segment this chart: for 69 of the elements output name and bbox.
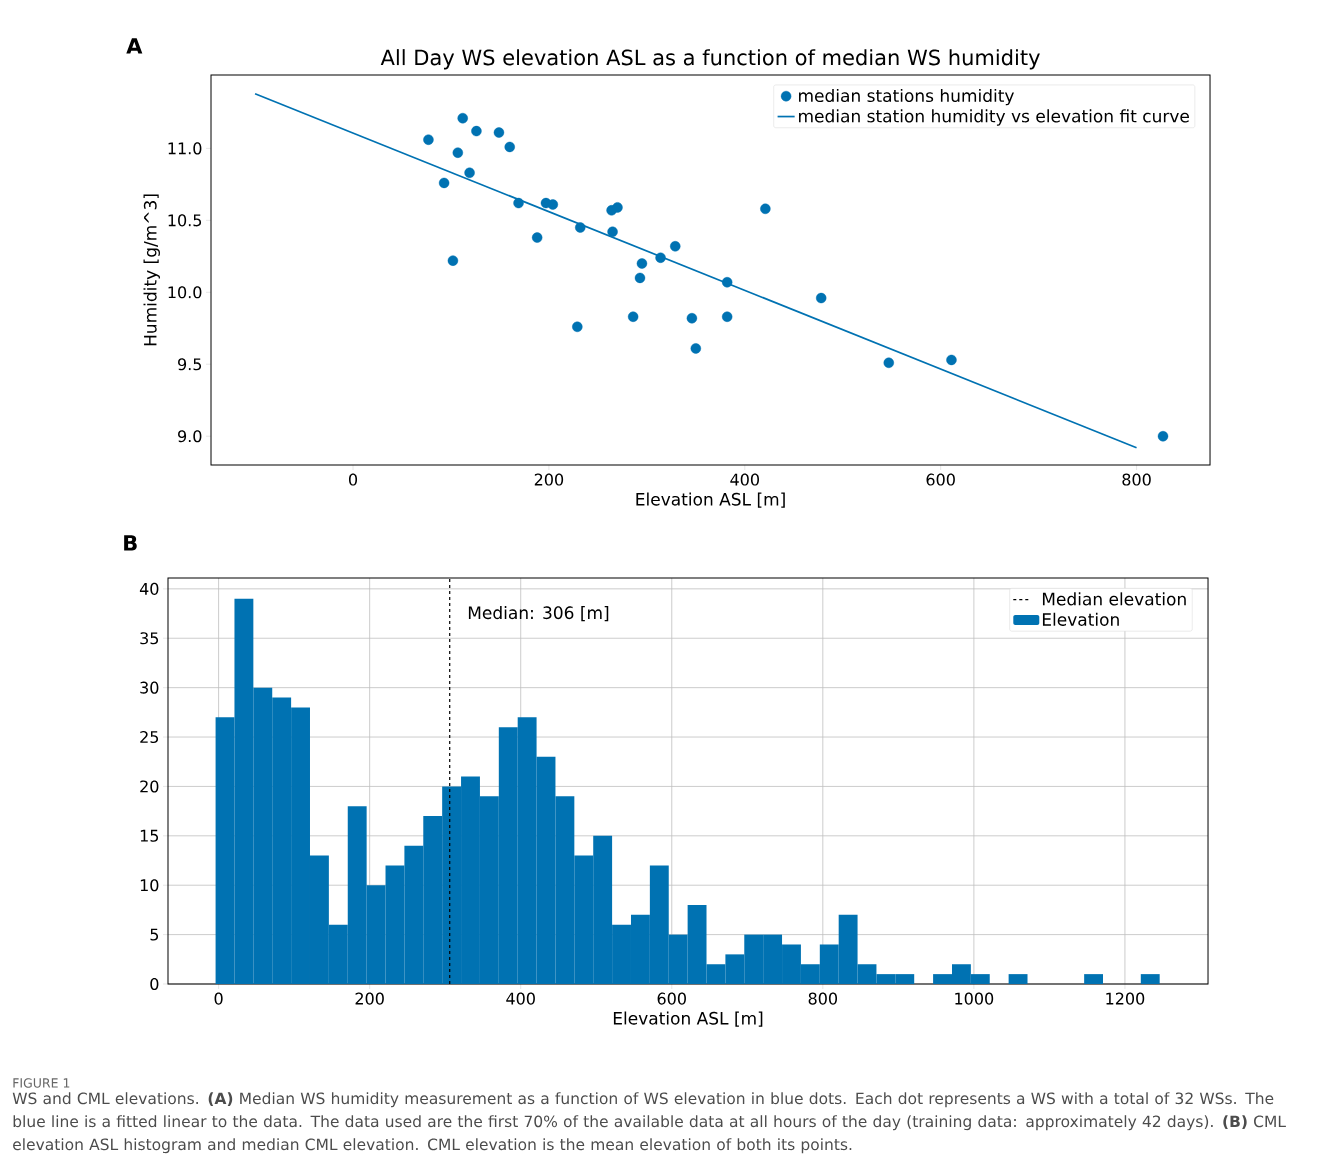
- point: [815, 292, 827, 304]
- point: [438, 177, 450, 189]
- point: [447, 255, 459, 266]
- point: [946, 354, 957, 366]
- y-tick-label: 10: [140, 879, 159, 892]
- point: [612, 202, 623, 213]
- point: [513, 197, 524, 209]
- y-tick-label: 0: [150, 977, 159, 991]
- y-tick-label: 15: [140, 829, 159, 842]
- legend-label: median station humidity vs elevation fit curve: [799, 109, 1189, 126]
- point: [452, 147, 464, 158]
- x-tick-label: 1200: [1106, 992, 1145, 1005]
- y-axis-title: Humidity [g/m^3]: [143, 194, 160, 346]
- point: [547, 199, 559, 210]
- point: [634, 272, 646, 284]
- text: B: [124, 535, 137, 551]
- y-tick-label: 35: [140, 632, 159, 645]
- annotation: Median: 306 [m]: [468, 605, 609, 622]
- x-tick-label: 800: [1122, 473, 1151, 486]
- caption: FIGURE 1: [13, 1078, 70, 1088]
- x-tick-label: 200: [534, 473, 564, 486]
- point: [493, 127, 505, 138]
- y-tick-label: 9.0: [178, 430, 202, 443]
- point: [1157, 431, 1169, 442]
- y-tick-label: 10.0: [168, 286, 202, 299]
- y-tick-label: 5: [150, 928, 159, 941]
- x-tick-label: 600: [657, 992, 686, 1005]
- point: [670, 241, 681, 252]
- text: WS and CML elevations. (A) Median WS humidity measurement as a function of WS elevation in blue dots. Each dot represents a WS with a total of 32 WSs. The blue line is a fitted linear to the data. The data used are the first 70% of the available data at all hours of the day (training data: approximately 42 days). (B) CML elevation ASL histogram and median CML elevation. CML elevation is the mean elevation of both its points.: [12, 1092, 1286, 1154]
- x-tick-label: 0: [348, 473, 358, 486]
- ref-line-label: Median elevation: [1042, 592, 1186, 606]
- x-tick-label: 600: [926, 473, 955, 486]
- point: [690, 343, 702, 354]
- point: [721, 277, 733, 288]
- point: [760, 203, 771, 215]
- point: [636, 258, 648, 269]
- y-tick-label: 9.5: [178, 358, 202, 371]
- y-tick-label: 30: [140, 681, 159, 694]
- point: [655, 252, 666, 263]
- point: [627, 311, 639, 322]
- x-tick-label: 400: [506, 992, 535, 1005]
- point: [572, 321, 583, 333]
- point: [464, 167, 475, 179]
- point: [423, 134, 434, 145]
- y-tick-label: 10.5: [168, 214, 202, 227]
- y-tick-label: 20: [140, 780, 159, 793]
- x-axis-title: Elevation ASL [m]: [636, 492, 785, 508]
- chart-title: All Day WS elevation ASL as a function of median WS humidity: [380, 49, 1040, 70]
- y-tick-label: 11.0: [168, 142, 202, 155]
- point: [575, 222, 586, 233]
- x-tick-label: 1000: [955, 992, 994, 1005]
- point: [457, 112, 468, 124]
- point: [531, 232, 543, 243]
- point: [504, 141, 515, 153]
- text: A: [126, 38, 143, 54]
- x-tick-label: 400: [730, 473, 759, 486]
- legend-label: median stations humidity: [799, 88, 1014, 106]
- legend-label: Elevation: [1042, 612, 1119, 626]
- x-tick-label: 800: [808, 992, 838, 1005]
- y-tick-label: 25: [140, 730, 159, 744]
- point: [607, 226, 618, 238]
- y-tick-label: 40: [139, 582, 159, 595]
- point: [883, 357, 894, 369]
- point: [686, 312, 698, 324]
- x-axis-title: Elevation ASL [m]: [613, 1011, 763, 1027]
- x-tick-label: 0: [214, 992, 223, 1005]
- point: [471, 125, 482, 137]
- point: [721, 311, 733, 322]
- x-tick-label: 200: [355, 992, 384, 1005]
